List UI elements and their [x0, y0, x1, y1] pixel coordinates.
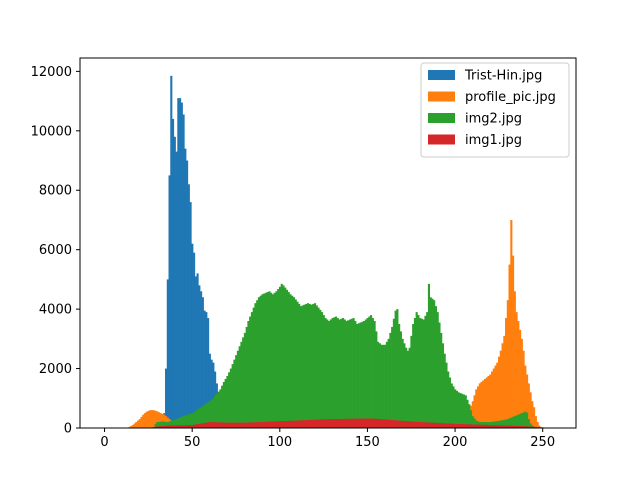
- y-tick-label: 0: [64, 422, 72, 437]
- legend-label-trist-hin-jpg: Trist-Hin.jpg: [464, 69, 542, 84]
- x-tick-label: 100: [267, 435, 292, 450]
- legend-swatch-profile-pic-jpg: [428, 92, 455, 102]
- x-tick-label: 150: [355, 435, 380, 450]
- y-tick-label: 12000: [31, 65, 72, 80]
- y-tick-label: 8000: [39, 184, 72, 199]
- y-tick-label: 2000: [39, 362, 72, 377]
- y-tick-label: 6000: [39, 243, 72, 258]
- legend-swatch-trist-hin-jpg: [428, 70, 455, 80]
- x-tick-label: 250: [530, 435, 555, 450]
- legend-label-profile-pic-jpg: profile_pic.jpg: [465, 90, 556, 105]
- x-axis: 0 50 100 150 200 250: [100, 428, 555, 450]
- y-tick-label: 4000: [39, 303, 72, 318]
- x-tick-label: 200: [443, 435, 468, 450]
- legend-label-img1-jpg: img1.jpg: [465, 133, 522, 148]
- legend: Trist-Hin.jpg profile_pic.jpg img2.jpg img1…: [421, 63, 569, 157]
- legend-swatch-img1-jpg: [428, 135, 455, 145]
- x-tick-label: 50: [184, 435, 201, 450]
- legend-swatch-img2-jpg: [428, 113, 455, 123]
- x-tick-label: 0: [100, 435, 108, 450]
- legend-label-img2-jpg: img2.jpg: [465, 112, 522, 127]
- y-tick-label: 10000: [31, 124, 72, 139]
- y-axis: 0 2000 4000 6000 8000 10000 12000: [31, 65, 80, 437]
